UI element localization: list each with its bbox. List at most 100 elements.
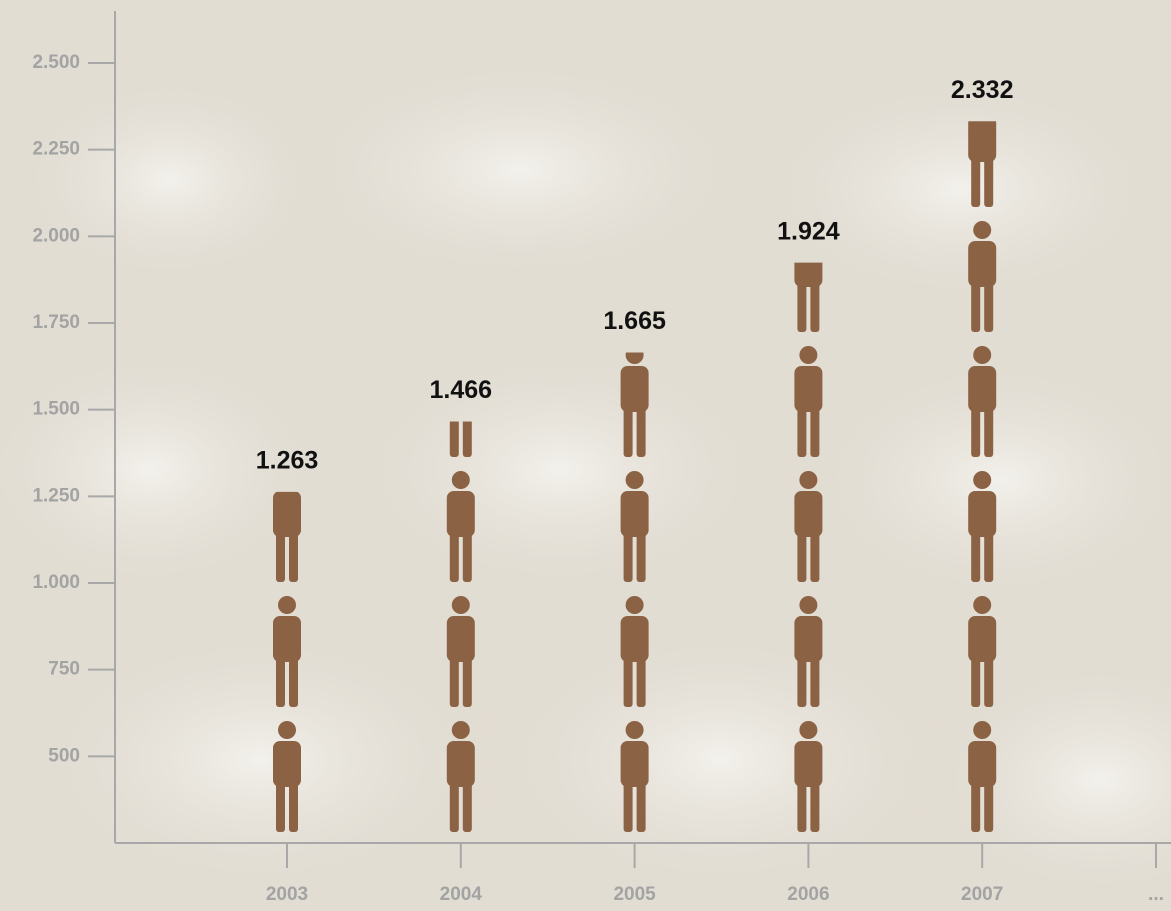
value-label: 1.665 bbox=[603, 307, 666, 335]
value-label: 1.263 bbox=[256, 446, 319, 474]
person-body bbox=[794, 741, 822, 787]
person-body bbox=[621, 741, 649, 787]
person-leg bbox=[810, 282, 819, 332]
person-body bbox=[621, 616, 649, 662]
person-leg bbox=[463, 532, 472, 582]
person-body bbox=[621, 366, 649, 412]
person-leg bbox=[797, 657, 806, 707]
person-head bbox=[278, 721, 296, 739]
person-leg bbox=[797, 282, 806, 332]
person-leg bbox=[450, 657, 459, 707]
person-leg bbox=[624, 782, 633, 832]
person-leg bbox=[463, 657, 472, 707]
person-head bbox=[626, 596, 644, 614]
person-body bbox=[968, 366, 996, 412]
person-leg bbox=[637, 657, 646, 707]
person-body bbox=[794, 491, 822, 537]
person-head bbox=[452, 596, 470, 614]
person-body bbox=[447, 491, 475, 537]
person-leg bbox=[971, 532, 980, 582]
person-body bbox=[794, 616, 822, 662]
person-leg bbox=[289, 532, 298, 582]
person-head bbox=[799, 596, 817, 614]
person-leg bbox=[289, 657, 298, 707]
person-body bbox=[447, 616, 475, 662]
person-body bbox=[273, 616, 301, 662]
person-body bbox=[447, 741, 475, 787]
y-tick-label: 500 bbox=[48, 745, 80, 766]
person-body bbox=[968, 616, 996, 662]
person-head bbox=[278, 596, 296, 614]
person-leg bbox=[984, 657, 993, 707]
person-head bbox=[626, 471, 644, 489]
y-tick-label: 1.500 bbox=[32, 399, 80, 420]
person-head bbox=[973, 596, 991, 614]
person-leg bbox=[984, 282, 993, 332]
x-tick-label: 2003 bbox=[266, 884, 308, 905]
person-leg bbox=[637, 782, 646, 832]
person-head bbox=[973, 221, 991, 239]
person-leg bbox=[810, 782, 819, 832]
person-leg bbox=[450, 782, 459, 832]
person-body bbox=[794, 366, 822, 412]
y-tick-label: 2.250 bbox=[32, 139, 80, 160]
person-head bbox=[973, 721, 991, 739]
person-leg bbox=[797, 782, 806, 832]
y-tick-label: 2.000 bbox=[32, 225, 80, 246]
person-leg bbox=[810, 657, 819, 707]
value-label: 1.924 bbox=[777, 217, 840, 245]
x-tick-label: ... bbox=[1148, 884, 1164, 905]
y-tick-label: 1.000 bbox=[32, 572, 80, 593]
person-head bbox=[973, 471, 991, 489]
person-body bbox=[273, 491, 301, 537]
person-leg bbox=[810, 407, 819, 457]
person-leg bbox=[624, 657, 633, 707]
person-head bbox=[452, 471, 470, 489]
person-leg bbox=[984, 532, 993, 582]
person-body bbox=[968, 116, 996, 162]
y-tick-label: 1.250 bbox=[32, 485, 80, 506]
value-label: 2.332 bbox=[951, 76, 1014, 104]
y-tick-label: 750 bbox=[48, 659, 80, 680]
person-body bbox=[968, 491, 996, 537]
x-tick-label: 2004 bbox=[440, 884, 483, 905]
person-leg bbox=[971, 782, 980, 832]
value-label: 1.466 bbox=[430, 376, 493, 404]
person-head bbox=[799, 721, 817, 739]
person-leg bbox=[276, 782, 285, 832]
x-tick-label: 2006 bbox=[787, 884, 829, 905]
person-leg bbox=[463, 782, 472, 832]
person-head bbox=[452, 721, 470, 739]
person-head bbox=[973, 346, 991, 364]
person-leg bbox=[637, 407, 646, 457]
person-leg bbox=[810, 532, 819, 582]
y-tick-label: 1.750 bbox=[32, 312, 80, 333]
person-leg bbox=[971, 407, 980, 457]
person-leg bbox=[797, 532, 806, 582]
person-leg bbox=[797, 407, 806, 457]
person-leg bbox=[984, 782, 993, 832]
person-leg bbox=[971, 157, 980, 207]
x-tick-label: 2005 bbox=[613, 884, 656, 905]
person-body bbox=[273, 741, 301, 787]
chart: 500 750 1.000 1.250 1.500 1.750 2.000 2.250 2.50… bbox=[0, 0, 1171, 911]
person-head bbox=[799, 346, 817, 364]
person-head bbox=[626, 721, 644, 739]
person-leg bbox=[637, 532, 646, 582]
person-leg bbox=[984, 157, 993, 207]
person-leg bbox=[624, 407, 633, 457]
person-leg bbox=[624, 532, 633, 582]
person-leg bbox=[450, 532, 459, 582]
person-head bbox=[799, 471, 817, 489]
y-tick-label: 2.500 bbox=[32, 52, 80, 73]
person-body bbox=[968, 241, 996, 287]
person-leg bbox=[984, 407, 993, 457]
person-leg bbox=[289, 782, 298, 832]
person-body bbox=[621, 491, 649, 537]
x-tick-label: 2007 bbox=[961, 884, 1003, 905]
person-body bbox=[968, 741, 996, 787]
person-leg bbox=[276, 532, 285, 582]
person-leg bbox=[276, 657, 285, 707]
person-leg bbox=[971, 657, 980, 707]
person-leg bbox=[971, 282, 980, 332]
